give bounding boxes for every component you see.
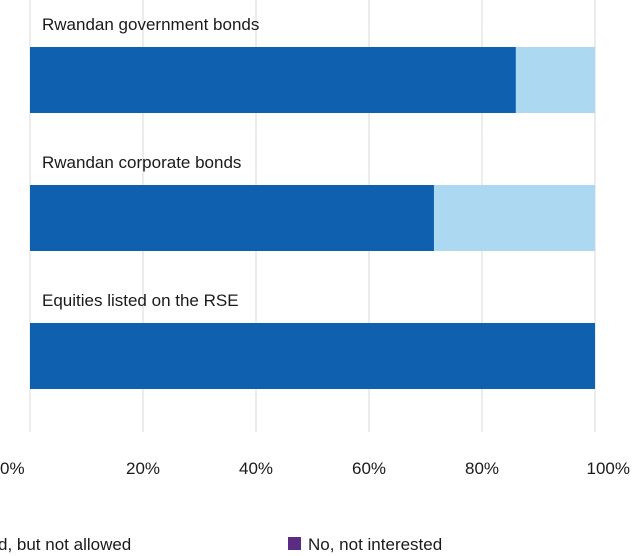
legend-label-1: No, not interested — [308, 535, 442, 554]
legend-swatch-1 — [288, 537, 301, 550]
legend-label-0: d, but not allowed — [0, 535, 131, 554]
tick-label-1: 20% — [126, 459, 160, 478]
category-label-0: Rwandan government bonds — [42, 15, 259, 34]
bar-2-series-0 — [30, 323, 595, 389]
bar-1-series-1 — [433, 185, 595, 251]
bar-0-series-1 — [515, 47, 595, 113]
tick-label-2: 40% — [239, 459, 273, 478]
tick-label-5: 100% — [587, 459, 630, 478]
bar-0-series-0 — [30, 47, 516, 113]
tick-label-3: 60% — [352, 459, 386, 478]
tick-label-0: 0% — [0, 459, 25, 478]
category-label-2: Equities listed on the RSE — [42, 291, 239, 310]
tick-label-4: 80% — [465, 459, 499, 478]
category-label-1: Rwandan corporate bonds — [42, 153, 241, 172]
bar-1-series-0 — [30, 185, 434, 251]
